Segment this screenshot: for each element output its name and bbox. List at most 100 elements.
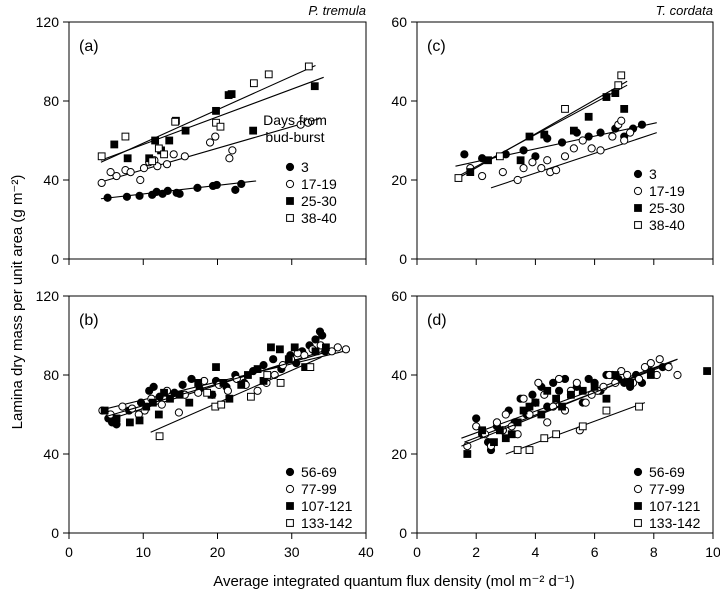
series-c-2 [458,84,629,177]
data-point [528,390,537,399]
data-point [194,379,203,387]
data-point [103,193,112,202]
legend-entry: 56-69 [301,464,337,480]
x-axis-label: Average integrated quantum flux density … [213,573,575,590]
data-point [123,154,132,163]
data-point [139,164,149,173]
data-point [310,82,319,91]
data-point [237,380,246,389]
data-point [637,120,647,129]
legend-entry: 56-69 [649,464,685,480]
data-point [296,120,305,129]
legend-entry: 3 [649,166,657,182]
data-point [611,371,620,379]
y-tick-label: 0 [51,251,59,267]
data-point [567,390,575,399]
data-point [231,185,240,194]
data-point [125,418,134,427]
panel-b: 0 40 80 120 0 10 20 30 40 (b) 56-6977-99107-121133… [36,288,374,560]
data-point [634,374,644,384]
x-tick-label: 4 [532,544,540,560]
y-tick-label: 120 [36,288,60,304]
data-point [136,175,145,185]
legend-marker [633,169,643,179]
data-point [557,138,567,147]
data-point [596,128,605,137]
data-point [519,406,528,415]
data-point [212,363,220,372]
panel-label-d: (d) [427,312,447,329]
regression-line [464,362,672,443]
x-tick-label: 2 [472,544,480,560]
legend-title: bud-burst [265,129,324,145]
data-point [290,343,299,352]
data-point [525,132,534,141]
data-point [646,371,655,379]
data-point [617,116,626,125]
data-point [703,367,711,375]
legend-marker [286,519,294,527]
data-point [244,371,252,379]
data-point [472,414,481,423]
legend-entry: 77-99 [301,481,337,497]
y-tick-label: 20 [391,172,407,188]
legend-entry: 107-121 [649,498,701,514]
series-d-3 [505,402,646,455]
legend-entry: 77-99 [649,481,685,497]
data-point [528,158,537,167]
x-tick-label: 0 [413,544,421,560]
data-point [584,374,593,384]
data-point [154,410,163,419]
legend-marker [633,484,643,494]
data-point [162,160,172,169]
data-point [135,191,144,200]
data-point [537,410,546,419]
data-point [519,164,528,173]
regression-line [458,80,628,179]
regression-line [505,402,646,455]
regression-line [100,118,320,183]
legend-entry: 38-40 [301,210,337,226]
data-point [212,180,221,190]
data-point [157,400,166,409]
data-point [655,355,664,364]
data-point [602,394,611,403]
data-point [193,183,202,192]
data-point [602,406,611,415]
data-point [187,374,196,384]
legend-marker [634,221,642,229]
regression-line [100,76,324,161]
y-tick-label: 0 [51,525,59,541]
data-point [549,378,558,387]
data-point [225,154,234,163]
data-point [543,156,552,165]
data-point [269,355,278,364]
data-point [572,378,581,387]
series-a-1 [97,118,320,188]
data-point [148,157,157,166]
data-point [263,371,272,379]
y-tick-label: 0 [399,251,407,267]
y-tick-label: 60 [391,14,407,30]
legend-entry: 3 [301,159,309,175]
legend-entry: 25-30 [301,193,337,209]
series-b-2 [100,343,330,427]
data-point [118,402,127,411]
y-tick-label: 40 [43,172,59,188]
legend-marker [634,502,642,510]
data-point [543,418,552,427]
data-point [160,388,168,397]
series-c-3 [454,71,628,182]
legend-marker [285,179,295,189]
legend-marker [286,502,294,510]
data-point [160,150,168,159]
legend-marker [286,197,294,205]
data-point [275,345,284,354]
data-point [673,370,682,380]
data-point [276,379,285,387]
